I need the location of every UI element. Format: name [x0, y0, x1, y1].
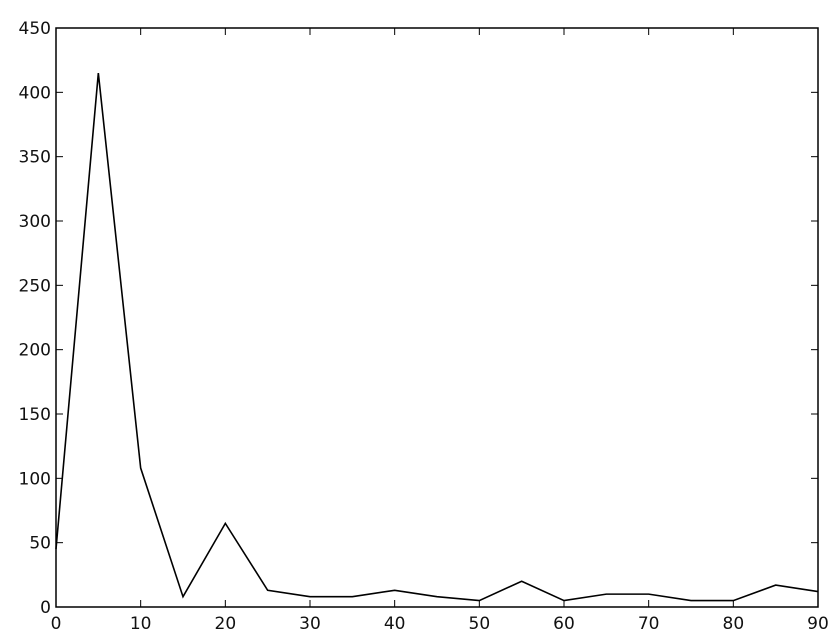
y-tick-label: 350 — [19, 148, 51, 168]
x-tick-label: 0 — [51, 614, 62, 634]
x-tick-label: 60 — [553, 614, 575, 634]
x-tick-label: 30 — [299, 614, 321, 634]
x-tick-label: 90 — [807, 614, 828, 634]
y-tick-label: 150 — [19, 405, 51, 425]
y-tick-label: 400 — [19, 83, 51, 103]
x-tick-label: 20 — [215, 614, 237, 634]
x-tick-label: 40 — [384, 614, 406, 634]
y-tick-label: 300 — [19, 212, 51, 232]
x-tick-label: 50 — [469, 614, 491, 634]
y-tick-label: 100 — [19, 469, 51, 489]
axes-box — [55, 27, 819, 608]
x-tick-label: 80 — [723, 614, 745, 634]
y-tick-label: 200 — [19, 341, 51, 361]
y-tick-label: 450 — [19, 19, 51, 39]
data-line — [55, 72, 819, 602]
y-tick-label: 50 — [29, 534, 51, 554]
y-tick-label: 0 — [40, 598, 51, 618]
x-tick-label: 10 — [130, 614, 152, 634]
y-tick-label: 250 — [19, 276, 51, 296]
x-tick-label: 70 — [638, 614, 660, 634]
